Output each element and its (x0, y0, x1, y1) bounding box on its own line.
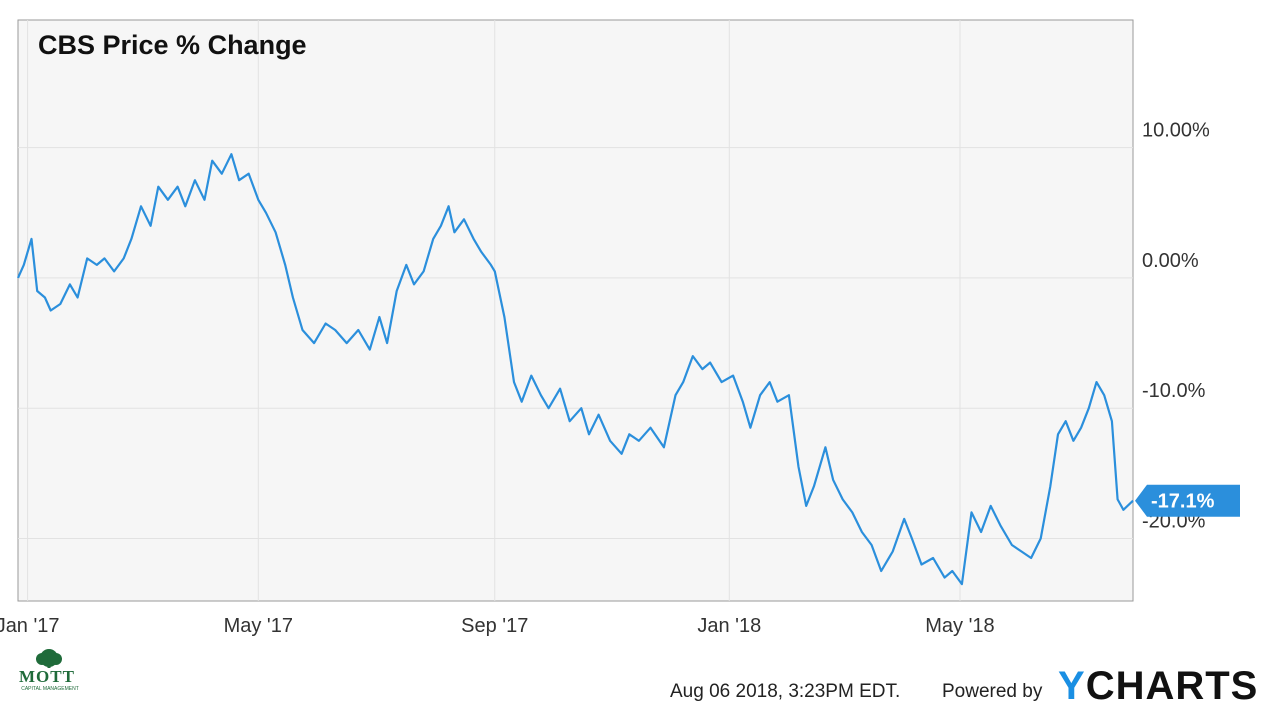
y-tick-label: 0.00% (1142, 250, 1199, 272)
last-value-label: -17.1% (1151, 491, 1215, 513)
x-tick-label: May '18 (925, 615, 994, 637)
ycharts-logo-rest: CHARTS (1085, 664, 1259, 708)
y-axis: 10.00%0.00%-10.0%-20.0% (1142, 120, 1210, 533)
x-axis: Jan '17 May '17 Sep '17 Jan '18 May '18 (0, 615, 995, 637)
mott-logo-name: MOTT (19, 667, 75, 686)
y-tick-label: 10.00% (1142, 120, 1210, 142)
y-tick-label: -10.0% (1142, 380, 1206, 402)
ycharts-logo-y: Y (1058, 664, 1086, 708)
x-tick-label: May '17 (224, 615, 293, 637)
powered-by-label: Powered by (942, 681, 1043, 702)
mott-tree-icon (36, 649, 62, 668)
last-value-badge: -17.1% (1135, 484, 1240, 517)
mott-logo-subtitle: CAPITAL MANAGEMENT (21, 686, 79, 692)
series-line[interactable] (16, 153, 1134, 586)
x-tick-label: Sep '17 (461, 615, 528, 637)
grid (18, 20, 1133, 601)
plot-area (17, 19, 1134, 602)
x-tick-label: Jan '18 (697, 615, 761, 637)
ycharts-logo[interactable]: YCHARTS (1058, 664, 1258, 709)
x-tick-label: Jan '17 (0, 615, 60, 637)
timestamp: Aug 06 2018, 3:23PM EDT. (670, 681, 901, 702)
chart-title: CBS Price % Change (38, 30, 307, 60)
